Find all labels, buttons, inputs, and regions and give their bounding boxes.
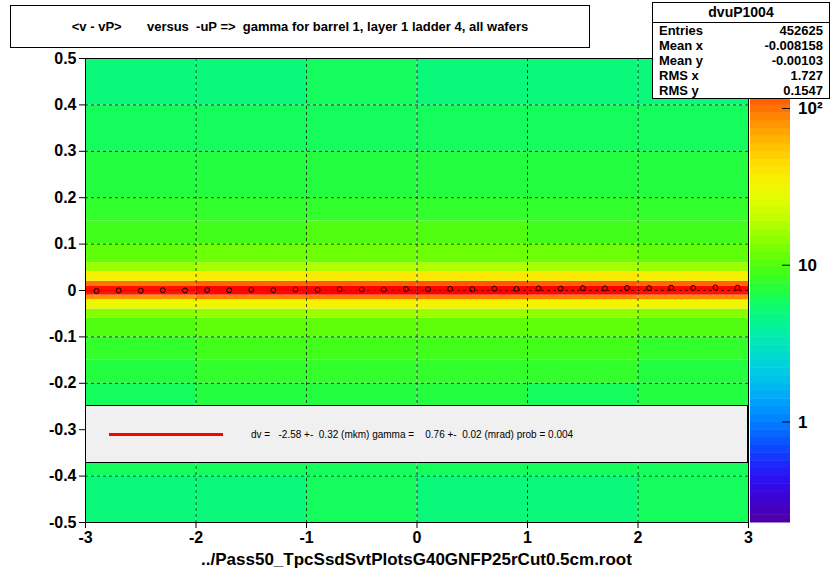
svg-text:-0.2: -0.2: [49, 374, 77, 391]
svg-text:-0.1: -0.1: [49, 328, 77, 345]
svg-text:1: 1: [798, 413, 807, 432]
html-text:dv = -2.58 +- 0.32 (mkm) gamma: dv = -2.58 +- 0.32 (mkm) gamma = 0.76 +-…: [251, 428, 574, 440]
svg-text:0.5: 0.5: [54, 50, 76, 67]
svg-text:0.2: 0.2: [54, 189, 76, 206]
html-text:-0.00103: -0.00103: [771, 53, 823, 68]
html-text:dvuP1004: dvuP1004: [708, 4, 774, 20]
svg-text:2: 2: [634, 529, 643, 546]
html-text:../Pass50_TpcSsdSvtPlotsG40GNF: ../Pass50_TpcSsdSvtPlotsG40GNFP25rCut0.5…: [201, 550, 632, 569]
svg-text:3: 3: [744, 529, 753, 546]
svg-text:-0.5: -0.5: [49, 514, 77, 531]
svg-text:0.1: 0.1: [54, 235, 76, 252]
svg-text:-2: -2: [189, 529, 203, 546]
svg-text:0: 0: [68, 282, 77, 299]
svg-text:0.3: 0.3: [54, 142, 76, 159]
svg-text:-1: -1: [299, 529, 313, 546]
html-text:452625: 452625: [779, 23, 823, 38]
html-text:Mean x: Mean x: [659, 38, 704, 53]
svg-text:10: 10: [798, 256, 817, 275]
svg-text:1: 1: [523, 529, 532, 546]
html-text:Mean y: Mean y: [659, 53, 704, 68]
svg-text:-0.3: -0.3: [49, 421, 77, 438]
html-text:0.1547: 0.1547: [783, 83, 823, 98]
html-text:Entries: Entries: [659, 23, 704, 38]
svg-text:0: 0: [413, 529, 422, 546]
svg-text:-0.4: -0.4: [49, 467, 77, 484]
svg-text:-3: -3: [78, 529, 92, 546]
html-text:RMS x: RMS x: [659, 68, 699, 83]
html-text:1.727: 1.727: [790, 68, 823, 83]
svg-text:0.4: 0.4: [54, 96, 76, 113]
html-text:RMS y: RMS y: [659, 83, 699, 98]
svg-text:10²: 10²: [798, 99, 823, 118]
html-text:<v - vP> versus -uP => gamma f: <v - vP> versus -uP => gamma for barrel …: [71, 19, 529, 34]
html-text:-0.008158: -0.008158: [764, 38, 823, 53]
